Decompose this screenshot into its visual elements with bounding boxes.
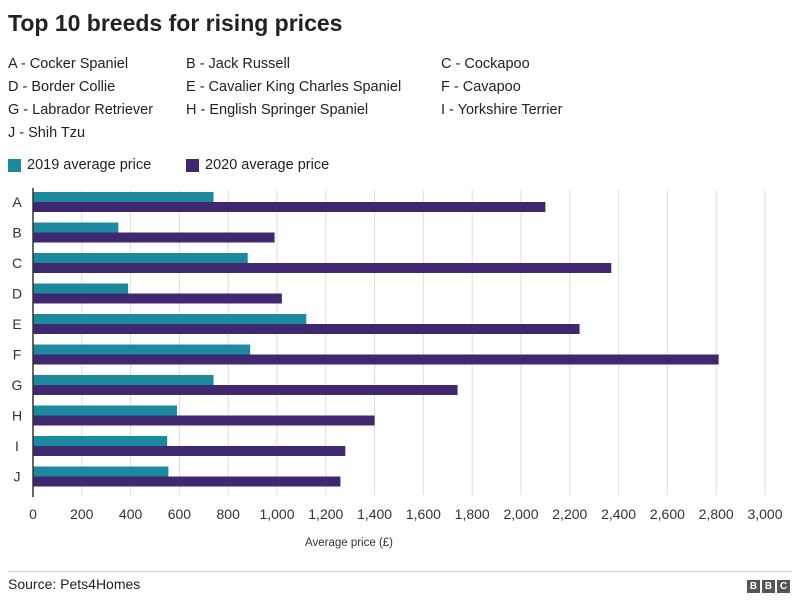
x-tick-label: 2,600 [650,506,685,522]
source-note: Source: Pets4Homes [8,576,141,592]
bar-2019-a [33,192,214,202]
x-tick-label: 1,400 [357,506,392,522]
bar-2020-j [33,476,341,487]
bar-2020-f [33,354,719,365]
x-tick-label: 400 [119,506,143,522]
x-tick-label: 3,000 [747,506,782,522]
key-item-d: D - Border Collie [8,79,116,95]
bar-2020-i [33,446,346,456]
x-tick-label: 1,800 [455,506,490,522]
bar-2019-b [33,222,119,233]
key-item-f: F - Cavapoo [441,79,521,95]
y-tick-label: I [15,438,19,454]
legend-item-2019: 2019 average price [8,157,151,173]
chart-title: Top 10 breeds for rising prices [8,10,343,36]
bar-2019-c [33,253,248,263]
bar-2020-d [33,293,282,304]
key-item-a: A - Cocker Spaniel [8,56,129,72]
y-tick-label: H [12,408,22,424]
key-item-h: H - English Springer Spaniel [186,102,369,118]
x-tick-label: 1,200 [308,506,343,522]
bbc-logo-letter: C [777,580,790,593]
bar-2019-i [33,436,168,446]
y-tick-label: G [12,377,23,393]
legend-swatch-2019 [8,158,21,172]
y-tick-label: E [12,316,21,332]
bar-2019-h [33,405,177,416]
source-divider [8,571,792,572]
bar-2019-j [33,466,169,477]
x-tick-label: 2,200 [552,506,587,522]
bar-2019-d [33,283,129,294]
bar-2020-g [33,385,458,395]
key-item-i: I - Yorkshire Terrier [441,102,563,118]
bbc-logo-letter: B [747,580,760,593]
x-tick-label: 2,800 [699,506,734,522]
x-tick-label: 600 [168,506,192,522]
x-tick-label: 1,600 [406,506,441,522]
key-item-c: C - Cockapoo [441,56,530,72]
x-tick-label: 800 [217,506,241,522]
legend-item-2020: 2020 average price [186,157,329,173]
bar-2020-a [33,202,546,212]
bbc-logo-letter: B [762,580,775,593]
bar-2020-c [33,263,612,273]
x-tick-label: 1,000 [259,506,294,522]
y-tick-label: J [14,469,21,485]
x-tick-label: 200 [70,506,94,522]
key-item-g: G - Labrador Retriever [8,102,154,118]
bar-2020-b [33,232,275,243]
x-tick-label: 2,000 [503,506,538,522]
bar-2020-e [33,324,580,334]
y-tick-label: F [13,347,22,363]
x-tick-label: 0 [29,506,37,522]
y-tick-label: A [12,194,22,210]
y-tick-label: B [12,225,21,241]
key-item-j: J - Shih Tzu [8,125,86,141]
bar-chart: 0 200 400 600 800 1,000 1,200 1,400 1,600 1,800 2,… [12,188,783,549]
key-item-e: E - Cavalier King Charles Spaniel [186,79,402,95]
bar-2019-g [33,375,214,385]
bar-2019-e [33,314,307,324]
bar-2019-f [33,344,251,355]
x-tick-label: 2,400 [601,506,636,522]
bbc-logo: B B C [747,580,790,593]
bar-2020-h [33,415,375,426]
y-tick-label: C [12,255,22,271]
legend-label-2019: 2019 average price [27,157,152,173]
x-axis-title: Average price (£) [305,537,393,549]
legend-swatch-2020 [186,158,199,172]
y-tick-label: D [12,286,22,302]
key-item-b: B - Jack Russell [186,56,290,72]
legend-label-2020: 2020 average price [205,157,330,173]
